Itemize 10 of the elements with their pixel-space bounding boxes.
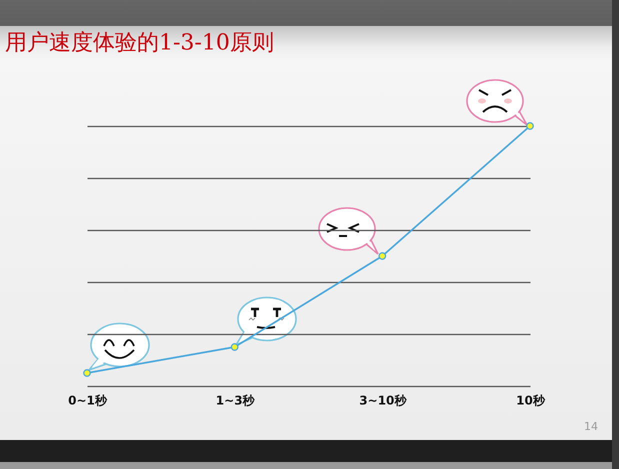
x-tick-label: 10秒 bbox=[516, 394, 546, 408]
chart-title: 用户速度体验的1-3-10原则 bbox=[5, 30, 274, 56]
text: 14 bbox=[584, 420, 598, 433]
point bbox=[230, 343, 239, 351]
point bbox=[83, 369, 91, 377]
x-tick-label: 1~3秒 bbox=[216, 394, 256, 408]
point bbox=[378, 252, 386, 260]
point bbox=[526, 122, 534, 130]
x-tick-label: 3~10秒 bbox=[359, 394, 408, 408]
x-tick-label: 0~1秒 bbox=[68, 394, 108, 408]
